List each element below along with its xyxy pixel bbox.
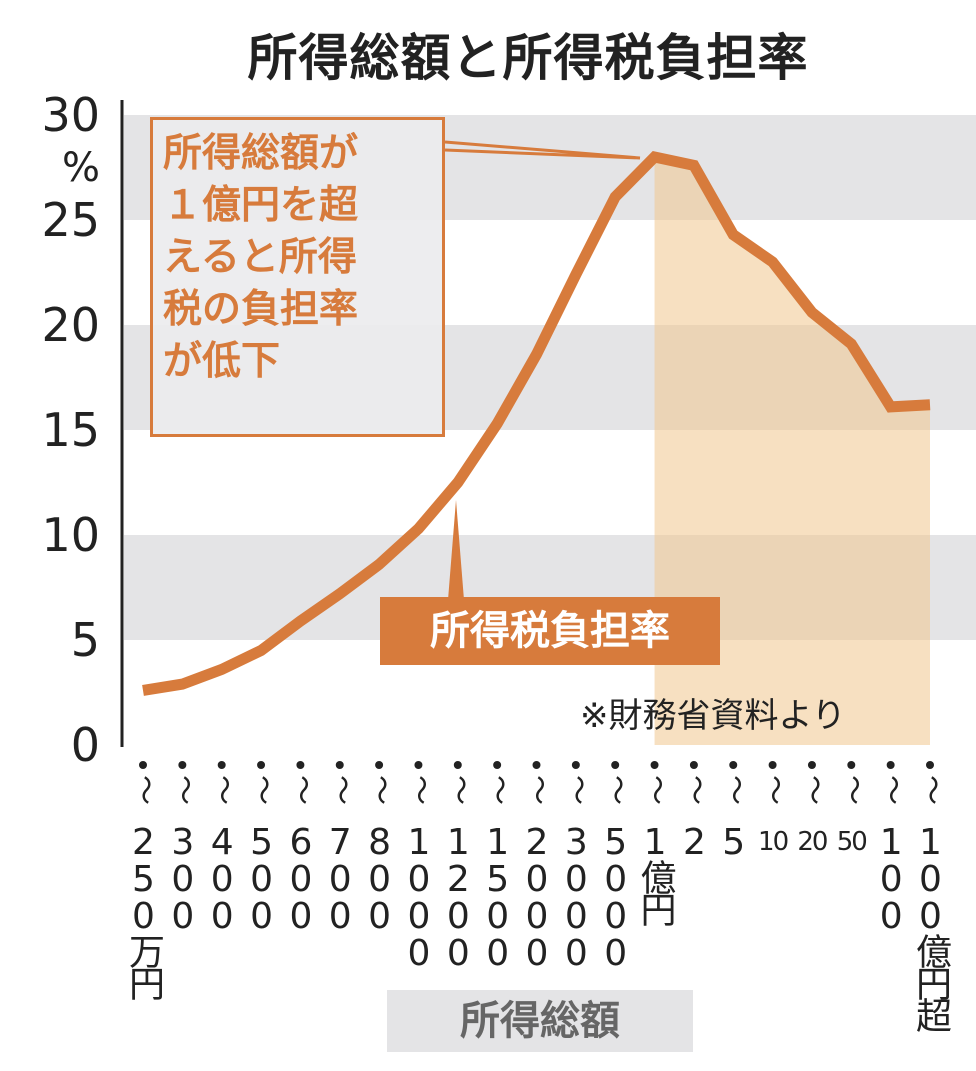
x-tick-dot	[650, 761, 659, 769]
x-tick-label: 2	[673, 822, 715, 859]
x-tick-dot	[296, 761, 305, 769]
x-tick-dot	[414, 761, 423, 769]
series-label: 所得税負担率	[380, 597, 720, 665]
x-tick-dot	[178, 761, 187, 769]
x-tick-label: 250万円	[123, 822, 164, 997]
x-tick-tilde: 〜	[442, 775, 477, 805]
x-tick-label: 2000	[516, 822, 558, 970]
x-tick-label: 50	[836, 827, 868, 857]
x-axis-title: 所得総額	[387, 990, 693, 1052]
x-tick-tilde: 〜	[717, 775, 752, 805]
y-tick-label: 30	[41, 88, 100, 142]
x-tick-tilde: 〜	[402, 775, 437, 805]
x-tick-label: 5	[713, 822, 755, 859]
x-tick-dot	[493, 761, 502, 769]
x-tick-label: 10	[758, 827, 789, 857]
y-tick-label: 25	[41, 193, 100, 247]
x-tick-label: 700	[319, 822, 361, 933]
annotation-pointer	[444, 140, 641, 160]
x-tick-label: 400	[201, 822, 243, 933]
x-tick-label: 300	[162, 822, 204, 933]
x-tick-dot	[375, 761, 384, 769]
source-note: ※財務省資料より	[580, 696, 846, 736]
x-tick-tilde: 〜	[560, 775, 595, 805]
series-label-pointer	[448, 500, 464, 600]
x-tick-label: 20	[797, 827, 828, 857]
chart-title: 所得総額と所得税負担率	[247, 29, 809, 87]
x-tick-dot	[768, 761, 777, 769]
x-tick-dot	[453, 761, 462, 769]
x-tick-tilde: 〜	[481, 775, 516, 805]
x-tick-tilde: 〜	[914, 775, 949, 805]
x-tick-tilde: 〜	[875, 775, 910, 805]
x-tick-label: 1億円	[634, 822, 676, 923]
x-tick-label: 600	[280, 822, 322, 933]
x-tick-tilde: 〜	[796, 775, 831, 805]
annotation: 所得総額が １億円を超 えると所得 税の負担率 が低下	[150, 117, 445, 437]
x-tick-dot	[689, 761, 698, 769]
highlight-area	[654, 157, 930, 745]
x-tick-label: 1000	[398, 822, 440, 970]
x-tick-dot	[532, 761, 541, 769]
x-tick-dot	[257, 761, 266, 769]
x-tick-tilde: 〜	[521, 775, 556, 805]
x-tick-dot	[807, 761, 816, 769]
x-tick-label: 5000	[595, 822, 637, 970]
x-tick-dot	[729, 761, 738, 769]
x-tick-label: 500	[241, 822, 283, 933]
x-tick-label: 1200	[437, 822, 479, 970]
y-tick-label: 0	[71, 718, 100, 772]
y-tick-label: 20	[41, 298, 100, 352]
y-tick-label: 10	[41, 508, 100, 562]
x-tick-tilde: 〜	[284, 775, 319, 805]
x-tick-dot	[335, 761, 344, 769]
x-tick-dot	[926, 761, 934, 769]
x-tick-tilde: 〜	[639, 775, 674, 805]
x-tick-tilde: 〜	[166, 775, 201, 805]
x-tick-label: 100	[870, 822, 912, 933]
x-tick-tilde: 〜	[324, 775, 359, 805]
x-tick-dot	[139, 761, 147, 769]
x-tick-tilde: 〜	[599, 775, 634, 805]
x-tick-dot	[217, 761, 226, 769]
y-axis-unit: %	[62, 145, 100, 191]
y-tick-label: 15	[41, 403, 100, 457]
x-tick-tilde: 〜	[127, 775, 162, 805]
y-tick-label: 5	[71, 613, 100, 667]
x-tick-dot	[611, 761, 620, 769]
x-tick-dot	[886, 761, 895, 769]
x-tick-tilde: 〜	[678, 775, 713, 805]
x-tick-tilde: 〜	[363, 775, 398, 805]
x-tick-label: 1500	[477, 822, 519, 970]
x-tick-label: 800	[359, 822, 401, 933]
x-tick-tilde: 〜	[835, 775, 870, 805]
series-line	[142, 150, 931, 696]
x-tick-tilde: 〜	[245, 775, 280, 805]
x-tick-label: 100億円超	[910, 822, 951, 1029]
x-tick-dot	[571, 761, 580, 769]
x-tick-dot	[847, 761, 856, 769]
x-tick-tilde: 〜	[757, 775, 792, 805]
x-tick-label: 3000	[555, 822, 597, 970]
x-tick-tilde: 〜	[206, 775, 241, 805]
